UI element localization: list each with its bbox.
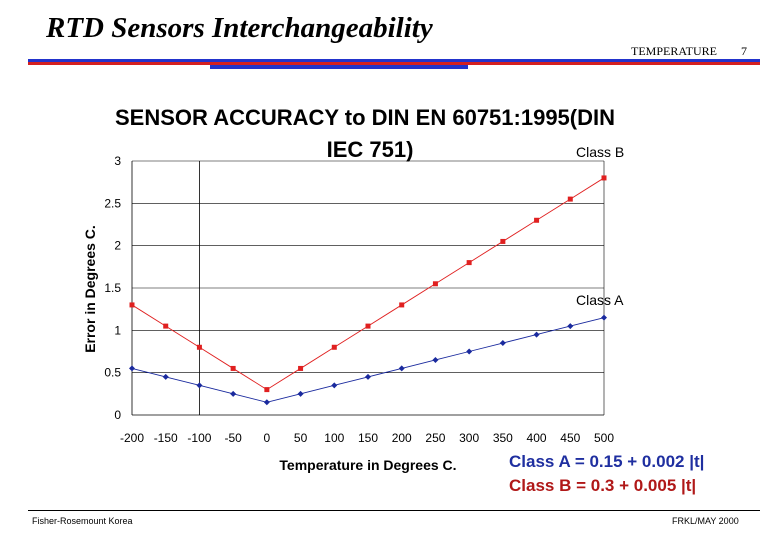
chart-title-line1: SENSOR ACCURACY to DIN EN 60751:1995(DIN [115, 105, 615, 130]
data-point-class-b [601, 175, 607, 181]
x-tick-label: -200 [120, 431, 144, 445]
x-tick-label: -150 [154, 431, 178, 445]
data-point-class-b [298, 365, 304, 371]
header-band-blue-bottom [210, 65, 468, 69]
y-tick-label: 0 [114, 408, 121, 422]
x-tick-label: 350 [493, 431, 513, 445]
topic-label: TEMPERATURE [631, 44, 718, 58]
chart-series [129, 175, 607, 406]
series-label-class-b: Class B [576, 144, 624, 160]
header-band-blue-top [28, 59, 760, 62]
series-line-class-b [131, 177, 605, 391]
x-tick-label: -50 [224, 431, 242, 445]
chart-grid [132, 160, 604, 373]
data-point-class-b [264, 387, 270, 393]
x-tick-label: 200 [392, 431, 412, 445]
y-tick-label: 1.5 [104, 281, 121, 295]
y-tick-label: 2 [114, 239, 121, 253]
footer-company: Fisher-Rosemount Korea [32, 516, 133, 526]
data-point-class-a [466, 348, 473, 355]
x-tick-label: 400 [527, 431, 547, 445]
data-point-class-b [432, 281, 438, 287]
data-point-class-b [163, 323, 169, 329]
page-number: 7 [741, 44, 747, 58]
data-point-class-b [500, 238, 506, 244]
chart-title-line2: IEC 751) [327, 137, 414, 162]
formula-class-b: Class B = 0.3 + 0.005 |t| [509, 476, 697, 495]
data-point-class-b [331, 344, 337, 350]
data-point-class-b [365, 323, 371, 329]
footer-date-code: FRKL/MAY 2000 [672, 516, 739, 526]
data-point-class-a [567, 323, 574, 330]
data-point-class-a [499, 340, 506, 347]
x-tick-label: 0 [264, 431, 271, 445]
y-tick-label: 2.5 [104, 196, 121, 210]
series-label-class-a: Class A [576, 292, 624, 308]
data-point-class-b [534, 217, 540, 223]
x-tick-label: 150 [358, 431, 378, 445]
header-band-red [28, 62, 760, 65]
data-point-class-a [297, 390, 304, 397]
data-point-class-a [263, 399, 270, 406]
data-point-class-a [230, 390, 237, 397]
x-tick-label: 450 [560, 431, 580, 445]
data-point-class-b [129, 302, 135, 308]
x-tick-label: 50 [294, 431, 308, 445]
data-point-class-a [533, 331, 540, 338]
y-tick-label: 3 [114, 154, 121, 168]
data-point-class-b [466, 260, 472, 266]
x-tick-label: 300 [459, 431, 479, 445]
chart-tick-labels: 0 0.5 1 1.5 2 2.5 3 -200 -150 -100 -50 0 50 100 150 200… [104, 154, 614, 445]
data-point-class-b [399, 302, 405, 308]
data-point-class-b [196, 344, 202, 350]
data-point-class-a [196, 382, 203, 389]
data-point-class-a [601, 314, 607, 321]
slide-title: RTD Sensors Interchangeability [46, 12, 433, 44]
data-point-class-a [162, 373, 169, 380]
data-point-class-a [432, 356, 439, 363]
x-axis-label: Temperature in Degrees C. [279, 457, 456, 473]
y-axis-label: Error in Degrees C. [82, 225, 98, 353]
x-tick-label: 100 [324, 431, 344, 445]
x-tick-label: 250 [425, 431, 445, 445]
y-tick-label: 0.5 [104, 366, 121, 380]
chart-axes [131, 161, 605, 416]
x-tick-label: -100 [187, 431, 211, 445]
data-point-class-a [365, 373, 371, 380]
data-point-class-a [129, 365, 135, 372]
data-point-class-b [230, 365, 236, 371]
y-tick-label: 1 [114, 323, 121, 337]
footer-divider [28, 510, 760, 511]
x-tick-label: 500 [594, 431, 614, 445]
formula-class-a: Class A = 0.15 + 0.002 |t| [509, 452, 705, 471]
data-point-class-a [398, 365, 405, 372]
data-point-class-b [567, 196, 573, 202]
data-point-class-a [331, 382, 338, 389]
